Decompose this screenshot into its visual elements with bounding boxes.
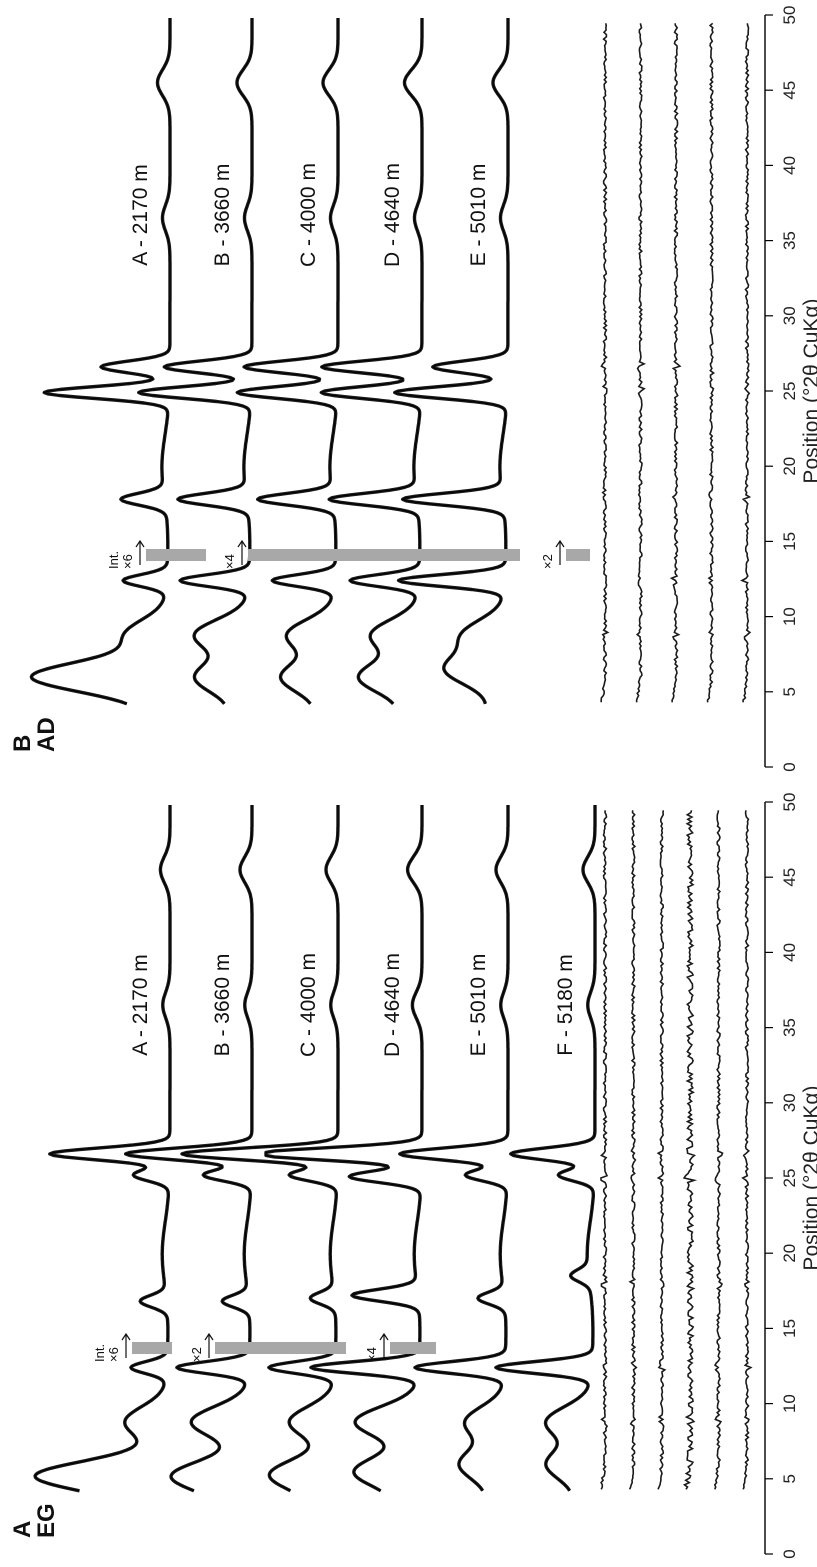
x-tick-label: 50 — [780, 793, 799, 812]
x-tick-label: 5 — [780, 1474, 799, 1483]
x-axis-title: Position (°2θ CuKα) — [800, 1085, 817, 1270]
sample-label: D - 4640 m — [381, 953, 404, 1057]
panel-letter: A — [9, 1521, 36, 1538]
difference-curve — [600, 23, 610, 703]
difference-curve — [669, 23, 682, 703]
x-tick-label: 30 — [780, 306, 799, 325]
sample-label: B - 3660 m — [211, 164, 234, 267]
x-tick-label: 35 — [780, 231, 799, 250]
x-tick-label: 25 — [780, 382, 799, 401]
x-tick-label: 20 — [780, 457, 799, 476]
intensity-arrow-icon — [555, 539, 565, 565]
x-tick-label: 10 — [780, 607, 799, 626]
calculated-fit — [398, 805, 509, 1492]
x-tick-label: 15 — [780, 532, 799, 551]
calculated-fit — [235, 18, 339, 705]
intensity-arrow-icon — [121, 1332, 131, 1358]
difference-curve — [706, 22, 715, 703]
difference-curve — [635, 23, 646, 703]
calculated-fit — [494, 805, 596, 1492]
intensity-scale-bar — [146, 549, 206, 561]
xrd-pattern — [29, 17, 172, 706]
x-tick-label: 0 — [780, 1549, 799, 1558]
intensity-scale-bar — [566, 549, 590, 561]
intensity-arrow-icon — [237, 539, 247, 565]
x-tick-label: 5 — [780, 687, 799, 696]
sample-label: D - 4640 m — [381, 163, 404, 267]
xrd-pattern — [398, 804, 510, 1492]
intensity-factor-label: ×4 — [222, 554, 237, 569]
calculated-fit — [180, 805, 339, 1492]
difference-curve — [599, 810, 609, 1490]
sample-label: B - 3660 m — [211, 954, 234, 1057]
calculated-fit — [30, 18, 171, 705]
sample-label: F - 5180 m — [554, 954, 577, 1056]
intensity-arrow-icon — [204, 1332, 214, 1358]
x-tick-label: 45 — [780, 868, 799, 887]
difference-curve — [628, 810, 638, 1490]
x-tick-label: 40 — [780, 943, 799, 962]
intensity-scale-bar — [248, 549, 520, 561]
x-tick-label: 0 — [780, 762, 799, 771]
x-tick-label: 30 — [780, 1093, 799, 1112]
sample-label: A - 2170 m — [129, 954, 152, 1056]
xrd-pattern — [393, 17, 510, 705]
x-tick-label: 45 — [780, 81, 799, 100]
x-tick-label: 50 — [780, 6, 799, 25]
panel-treatment: EG — [33, 1503, 60, 1538]
calculated-fit — [319, 18, 423, 705]
intensity-factor-label: ×4 — [364, 1347, 379, 1362]
sample-label: E - 5010 m — [467, 954, 490, 1057]
x-tick-label: 20 — [780, 1244, 799, 1263]
difference-curve — [741, 810, 753, 1490]
difference-curve — [740, 23, 752, 703]
intensity-header-label: Int. — [92, 1344, 107, 1362]
panel-b-ad: 0 5 10 15 20 25 30 35 40 45 50 Position (°2θ CuKα) B… — [9, 6, 817, 772]
x-tick-label: 10 — [780, 1394, 799, 1413]
x-tick-label: 40 — [780, 156, 799, 175]
intensity-header-label: Int. — [106, 551, 121, 569]
intensity-factor-label: ×2 — [540, 554, 555, 569]
sample-label: C - 4000 m — [297, 953, 320, 1057]
difference-curve — [656, 810, 667, 1490]
intensity-factor-label: ×6 — [106, 1347, 121, 1362]
intensity-arrow-icon — [379, 1332, 389, 1358]
intensity-arrow-icon — [135, 539, 145, 565]
intensity-factor-label: ×2 — [189, 1347, 204, 1362]
difference-curve — [713, 810, 724, 1490]
x-axis-title: Position (°2θ CuKα) — [800, 298, 817, 483]
difference-curve — [682, 810, 698, 1490]
panel-letter: B — [9, 735, 36, 752]
intensity-factor-label: ×6 — [120, 554, 135, 569]
calculated-fit — [34, 805, 171, 1492]
panel-a-eg: 0 5 10 15 20 25 30 35 40 45 50 Position (°2θ CuKα) A… — [9, 793, 817, 1559]
intensity-scale-bar — [390, 1342, 436, 1354]
intensity-scale-bar — [132, 1342, 172, 1354]
sample-label: E - 5010 m — [467, 164, 490, 267]
sample-label: C - 4000 m — [297, 163, 320, 267]
sample-label: A - 2170 m — [129, 164, 152, 266]
x-tick-label: 25 — [780, 1169, 799, 1188]
calculated-fit — [265, 805, 423, 1492]
intensity-scale-bar — [215, 1342, 346, 1354]
calculated-fit — [137, 18, 253, 705]
calculated-fit — [124, 805, 253, 1492]
x-tick-label: 15 — [780, 1319, 799, 1338]
calculated-fit — [393, 18, 509, 704]
panel-treatment: AD — [33, 717, 60, 752]
xrd-pattern — [264, 804, 424, 1493]
x-tick-label: 35 — [780, 1018, 799, 1037]
